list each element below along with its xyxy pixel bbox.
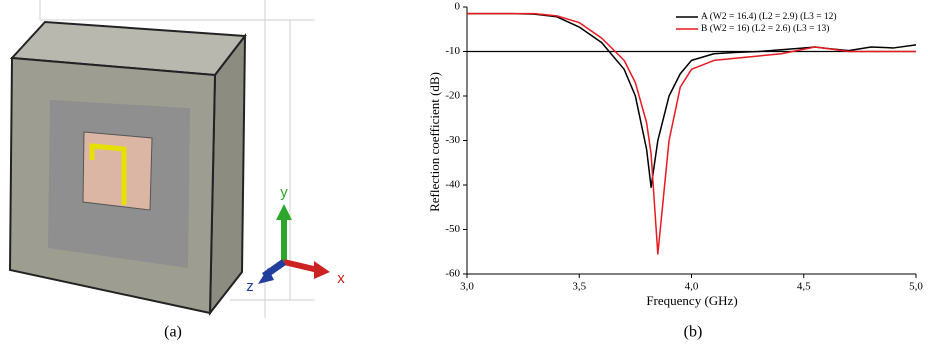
x-tick-label: 4,5 [797, 281, 811, 293]
legend-label: B (W2 = 16) (L2 = 2.6) (L3 = 13) [701, 23, 829, 34]
axis-z-label: z [246, 278, 254, 295]
y-tick-label: -50 [445, 223, 460, 235]
y-tick-label: -30 [445, 134, 460, 146]
series-line [467, 14, 916, 254]
legend-label: A (W2 = 16.4) (L2 = 2.9) (L3 = 12) [701, 11, 837, 22]
y-tick-label: -60 [445, 268, 460, 280]
y-tick-label: -40 [445, 179, 460, 191]
panel-label: (b) [684, 324, 703, 341]
x-axis-title: Frequency (GHz) [646, 293, 737, 308]
axis-x-label: x [337, 270, 345, 287]
axis-y-label: y [280, 184, 288, 201]
y-tick-label: -20 [445, 90, 460, 102]
y-tick-label: 0 [455, 1, 461, 13]
x-tick-label: 4,0 [685, 281, 699, 293]
y-axis-title: Reflection coefficient (dB) [427, 72, 442, 212]
x-tick-label: 3,5 [572, 281, 586, 293]
y-tick-label: -10 [445, 45, 460, 57]
x-tick-label: 5,0 [909, 281, 923, 293]
x-tick-label: 3,0 [460, 281, 474, 293]
series-line [467, 14, 916, 188]
render-view: y x z [0, 0, 345, 318]
figure: y x z (a) (b) Reflection coefficient (dB… [0, 0, 928, 348]
panel-label: (a) [164, 324, 182, 341]
